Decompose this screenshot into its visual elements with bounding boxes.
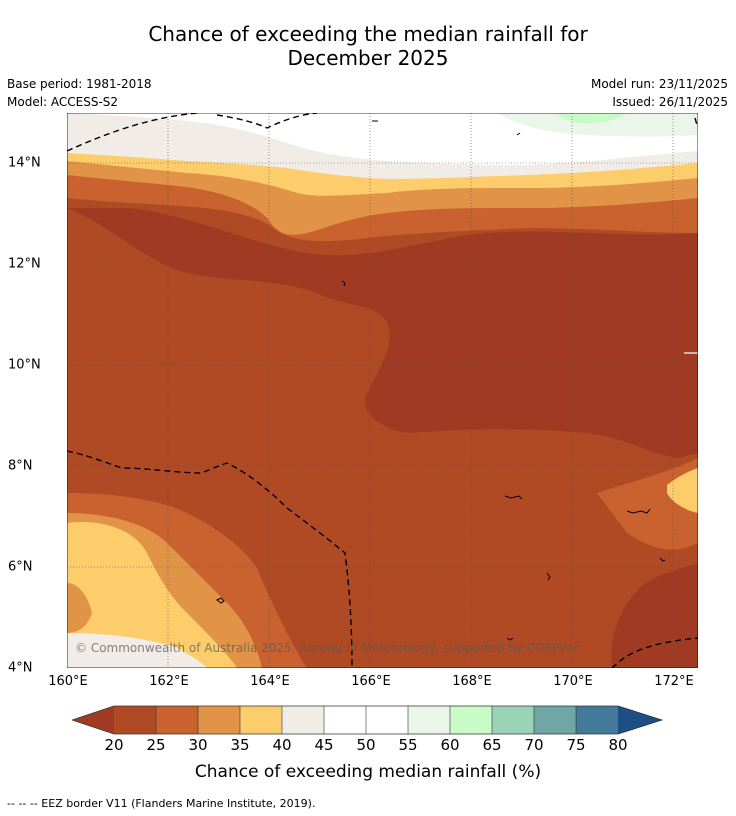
map-title: Chance of exceeding the median rainfall … (0, 22, 736, 70)
island-3 (546, 572, 551, 581)
colorbar-label-20: 20 (104, 736, 124, 754)
colorbar-45-50 (324, 706, 366, 734)
core-below-20 (67, 208, 698, 668)
colorbar-label-60: 60 (440, 736, 460, 754)
lon-tick-172: 172°E (654, 674, 694, 689)
colorbar-40-45 (282, 706, 324, 734)
colorbar-label-50: 50 (356, 736, 376, 754)
band-35-40 (67, 522, 237, 668)
eez-border-north (216, 113, 318, 129)
eez-footnote: -- -- -- EEZ border V11 (Flanders Marine… (7, 797, 316, 810)
colorbar-dividers (155, 706, 577, 734)
eez-border-north-west (67, 113, 198, 152)
issued-date: Issued: 26/11/2025 (612, 95, 728, 109)
island-4 (626, 508, 651, 514)
colorbar-75-80 (576, 706, 618, 734)
island-5 (341, 280, 346, 287)
island-2 (504, 495, 523, 500)
rainfall-map (67, 113, 698, 668)
colorbar-label-80: 80 (608, 736, 628, 754)
colorbar-label-65: 65 (482, 736, 502, 754)
meta-right: Model run: 23/11/2025 Issued: 26/11/2025 (591, 75, 728, 111)
colorbar-20-25 (114, 706, 156, 734)
colorbar-title: Chance of exceeding median rainfall (%) (194, 762, 542, 782)
lon-tick-170: 170°E (553, 674, 593, 689)
colorbar-60-65 (450, 706, 492, 734)
lat-tick-4: 4°N (8, 660, 33, 676)
lat-tick-14: 14°N (8, 155, 41, 171)
colorbar-30-35 (198, 706, 240, 734)
title-line-2: December 2025 (287, 46, 449, 70)
graticule (67, 113, 698, 668)
colorbar-label-25: 25 (146, 736, 166, 754)
colorbar-high-extend (618, 706, 662, 734)
lat-tick-8: 8°N (8, 458, 33, 474)
east-patch-35-40 (667, 468, 698, 513)
colorbar-label-40: 40 (272, 736, 292, 754)
eez-borders (67, 113, 698, 668)
colorbar-label-55: 55 (398, 736, 418, 754)
band-60-65-north (557, 113, 627, 124)
eez-border-east-stub (694, 117, 698, 126)
island-9 (516, 132, 521, 136)
band-55-60-north (497, 113, 698, 137)
lon-tick-160: 160°E (48, 674, 88, 689)
colorbar-25-30 (156, 706, 198, 734)
eez-border-south-east (611, 637, 698, 668)
colorbar-50-55 (366, 706, 408, 734)
meta-left: Base period: 1981-2018 Model: ACCESS-S2 (7, 75, 152, 111)
colorbar-70-75 (534, 706, 576, 734)
lat-tick-10: 10°N (8, 357, 41, 373)
island-6 (659, 557, 666, 562)
colorbar-35-40 (240, 706, 282, 734)
colorbar-label-30: 30 (188, 736, 208, 754)
model-run: Model run: 23/11/2025 (590, 77, 728, 91)
colorbar-low-extend (72, 706, 114, 734)
lon-tick-166: 166°E (351, 674, 391, 689)
lon-tick-168: 168°E (452, 674, 492, 689)
island-1 (216, 597, 225, 604)
colorbar-label-35: 35 (230, 736, 250, 754)
colorbar-55-60 (408, 706, 450, 734)
islands (216, 120, 666, 641)
colorbar-label-70: 70 (524, 736, 544, 754)
colorbar-label-75: 75 (566, 736, 586, 754)
colorbar-65-70 (492, 706, 534, 734)
base-period: Base period: 1981-2018 (7, 77, 152, 91)
lat-tick-6: 6°N (8, 559, 33, 575)
copyright-notice: © Commonwealth of Australia 2025, Bureau… (75, 641, 581, 655)
band-30-35-patch (67, 583, 92, 633)
lon-tick-162: 162°E (149, 674, 189, 689)
model-name: Model: ACCESS-S2 (7, 95, 119, 109)
lat-tick-12: 12°N (8, 256, 41, 272)
title-line-1: Chance of exceeding the median rainfall … (148, 22, 588, 46)
colorbar (72, 705, 664, 735)
island-7 (506, 637, 514, 641)
eez-border-south (67, 450, 353, 668)
lon-tick-164: 164°E (250, 674, 290, 689)
band-40-45 (67, 633, 207, 668)
map-panel (67, 113, 698, 668)
colorbar-label-45: 45 (314, 736, 334, 754)
colorbar-outline (72, 705, 664, 735)
